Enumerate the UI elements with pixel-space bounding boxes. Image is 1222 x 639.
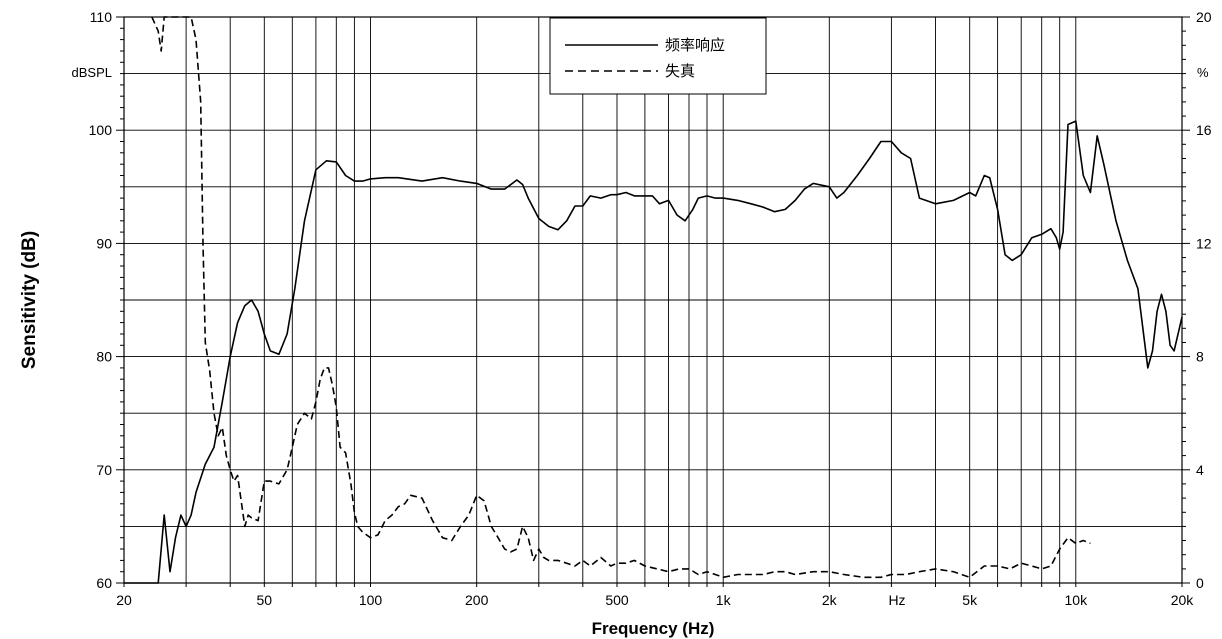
y-tick-label: 70 <box>96 462 112 478</box>
legend-label-series-2: 失真 <box>665 62 695 80</box>
x-tick-label: 2k <box>822 592 838 608</box>
x-tick-label: 5k <box>962 592 978 608</box>
x-tick-label: 20 <box>116 592 132 608</box>
y2-tick-label: 12 <box>1196 235 1212 251</box>
chart-grid <box>124 17 1182 583</box>
x-tick-label: 1k <box>716 592 732 608</box>
y2-axis-unit: % <box>1197 65 1209 80</box>
x-tick-label: 500 <box>605 592 629 608</box>
axis-ticks: 60 70 80 90 100 110 0 4 8 12 16 20 20 50 100 200 500 1k 2k… <box>89 9 1212 608</box>
y-axis-title: Sensitivity (dB) <box>19 231 40 369</box>
x-axis-unit-tick: Hz <box>888 592 905 608</box>
y2-tick-label: 4 <box>1196 462 1204 478</box>
y-tick-label: 110 <box>90 9 113 25</box>
y-tick-label: 80 <box>96 349 112 365</box>
legend-label-series-1: 频率响应 <box>665 36 725 54</box>
y-tick-label: 100 <box>89 122 113 138</box>
series-line-frequency-response <box>124 120 1183 584</box>
legend: 频率响应 失真 <box>549 17 767 95</box>
y2-tick-label: 20 <box>1196 9 1212 25</box>
x-tick-label: 20k <box>1171 592 1195 608</box>
y-tick-label: 60 <box>96 575 112 591</box>
series-line-distortion <box>151 16 1091 579</box>
y2-tick-label: 16 <box>1196 122 1212 138</box>
x-tick-label: 10k <box>1065 592 1089 608</box>
x-tick-label: 100 <box>359 592 383 608</box>
y2-tick-label: 8 <box>1196 349 1204 365</box>
x-axis-title: Frequency (Hz) <box>592 619 715 638</box>
y-tick-label: 90 <box>96 235 112 251</box>
x-tick-label: 50 <box>257 592 273 608</box>
x-tick-label: 200 <box>465 592 489 608</box>
y-axis-unit: dBSPL <box>72 65 112 80</box>
legend-box <box>549 17 767 95</box>
series-lines <box>124 16 1183 584</box>
y2-tick-label: 0 <box>1196 575 1204 591</box>
